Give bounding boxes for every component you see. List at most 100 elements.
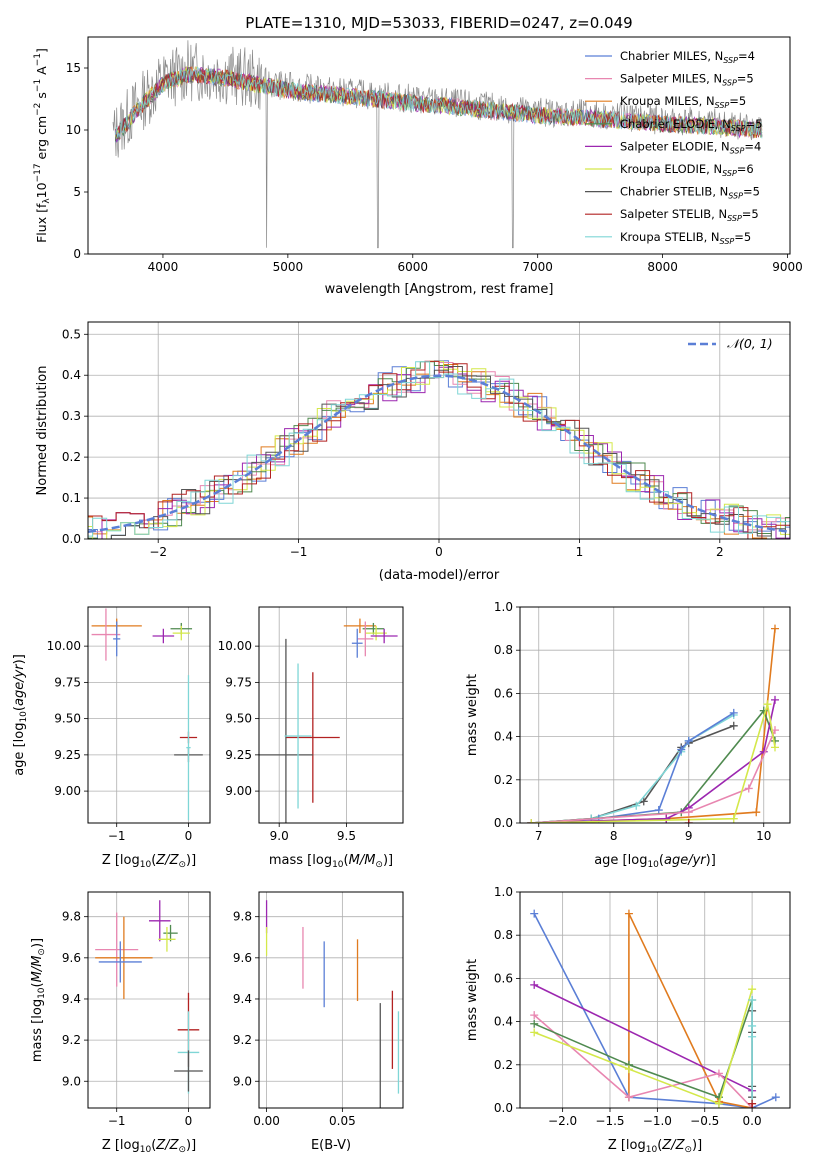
weight-marker [744,784,753,793]
x-axis-label-part: 10 [140,1145,152,1155]
legend-label: Kroupa STELIB, NSSP=5 [620,230,751,246]
y-tick-label: 9.8 [233,910,252,924]
x-axis-label-part: Z [log [608,1138,646,1153]
histogram-steps [88,360,790,539]
x-tick-label: 9000 [772,260,803,274]
weight-marker [771,624,779,633]
weight-marker [714,1069,723,1078]
y-label-part: Flux [f [34,203,49,243]
x-tick-label: 10 [756,829,771,843]
x-axis-label-part: 10 [646,1145,658,1155]
legend-label-count: =4 [744,139,761,153]
y-label-part: −2 [33,103,43,116]
y-tick-label: 10 [66,123,81,137]
x-axis-label-part: ( [657,1138,662,1153]
x-tick-label: 0.05 [329,1114,356,1128]
x-axis-label: mass [log10(M/M⊙)] [269,853,393,870]
weight-series-line [531,725,735,823]
x-tick-label: 9 [685,829,693,843]
z-weight-panel: −2.0 −1.5 −1.0 −0.5 0.0 0.0 0.2 0.4 0.6 0.8 1.0 Z [… [465,885,791,1155]
y-tick-label: 0.0 [62,532,81,546]
weight-marker [729,708,738,717]
legend-label-count: =5 [746,117,763,131]
y-axis-label: age [log10(age/yr)] [12,654,29,776]
y-tick-label: 9.00 [225,784,252,798]
x-tick-label: 9.5 [337,829,356,843]
y-axis-label-part: M/M [30,956,45,983]
y-tick-label: 1.0 [494,885,513,899]
weight-marker [771,743,779,752]
x-tick-label: −1 [108,1114,126,1128]
errorbar-points [259,618,398,823]
weight-series-line [531,729,776,823]
legend-label-sub: SSP [715,101,730,110]
x-axis-label-part: )] [186,853,196,868]
errorbar-points [265,900,400,1108]
histogram-series [88,360,790,539]
weight-marker [684,736,693,745]
weight-series-line [531,628,776,823]
weight-lines [530,909,780,1108]
x-axis-label-part: ⊙ [684,1145,692,1155]
legend-label: Salpeter STELIB, NSSP=5 [620,207,759,223]
y-axis-label-part: age/yr [12,663,27,706]
legend-label-name: Kroupa MILES, N [620,94,715,108]
legend-label-name: Kroupa ELODIE, N [620,162,722,176]
weight-marker [530,980,539,989]
y-tick-label: 0.4 [494,1015,513,1029]
y-tick-label: 9.2 [62,1033,81,1047]
y-axis-label-part: )] [12,654,27,664]
legend-label-sub: SSP [723,56,738,65]
x-axis-label-part: 10 [332,860,344,870]
weight-series-line [531,703,776,823]
x-tick-label: −1.5 [595,1114,624,1128]
weight-marker [771,695,779,704]
x-tick-label: −1 [290,545,308,559]
y-label-part: ] [34,48,49,53]
weight-marker [752,808,761,817]
legend-label-count: =5 [729,94,746,108]
x-axis-label-part: age [log [594,853,647,868]
x-axis-label: Z [log10(Z/Z⊙)] [102,1138,196,1155]
x-tick-label: 6000 [397,260,428,274]
x-tick-label: 7 [535,829,543,843]
y-tick-label: 9.6 [233,951,252,965]
y-tick-label: 1.0 [494,600,513,614]
x-axis-label-part: ⊙ [178,1145,186,1155]
weight-marker [748,985,757,994]
ebv-mass-panel: 0.00 0.05 9.0 9.2 9.4 9.6 9.8 E(B-V) [233,891,404,1153]
histogram-series [88,361,790,537]
weight-marker [624,1093,633,1102]
y-tick-label: 9.25 [54,748,81,762]
legend-label: Chabrier STELIB, NSSP=5 [620,185,760,201]
y-tick-label: 9.4 [233,992,252,1006]
x-axis-label: wavelength [Angstrom, rest frame] [325,282,554,297]
y-label-part: λ [42,198,52,204]
weight-marker [527,819,536,823]
y-tick-label: 9.00 [54,784,81,798]
y-tick-label: 9.50 [225,712,252,726]
x-tick-label: 2 [716,545,724,559]
spectrum-lines [112,40,763,249]
y-tick-label: 15 [66,61,81,75]
axes-frame [258,606,404,824]
y-axis-label-part: ( [12,706,27,711]
y-axis-label-part: 10 [37,987,47,999]
legend-label-name: Salpeter ELODIE, N [620,139,730,153]
y-tick-label: 0.5 [62,327,81,341]
x-axis-label: Z [log10(Z/Z⊙)] [608,1138,702,1155]
y-tick-label: 9.25 [225,748,252,762]
spectrum-panel: PLATE=1310, MJD=53033, FIBERID=0247, z=0… [33,14,803,297]
legend-label-sub: SSP [731,124,746,133]
x-axis-label: age [log10(age/yr)] [594,853,716,870]
legend-label-sub: SSP [730,146,745,155]
x-axis-label: E(B-V) [311,1138,351,1153]
y-axis-label-part: )] [30,938,45,948]
legend-label: Kroupa ELODIE, NSSP=6 [620,162,754,178]
legend-label-count: =5 [742,207,759,221]
axes-frame [87,606,211,824]
legend-label-sub: SSP [728,192,743,201]
x-axis-label-part: ⊙ [178,860,186,870]
x-tick-label: 9.0 [270,829,289,843]
